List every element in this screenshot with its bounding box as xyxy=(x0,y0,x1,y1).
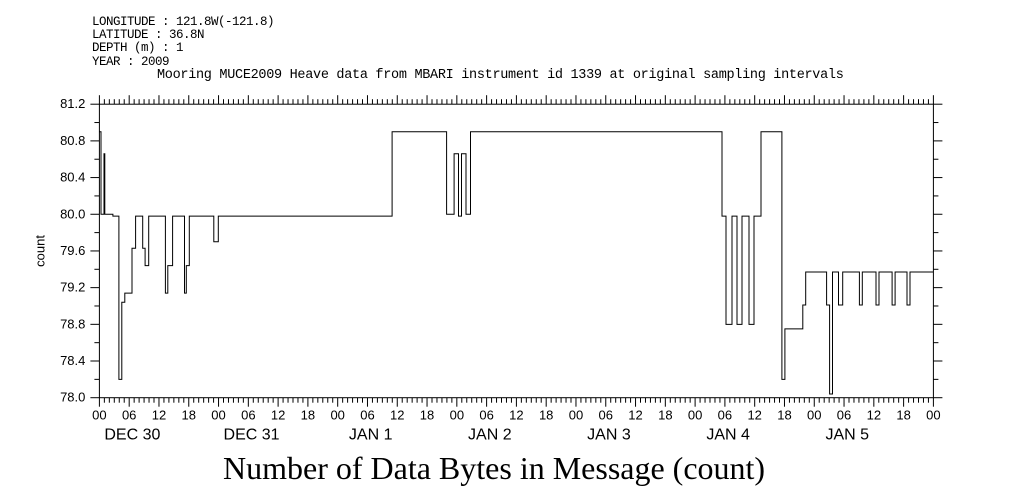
svg-text:06: 06 xyxy=(837,408,851,423)
svg-text:79.6: 79.6 xyxy=(60,243,85,258)
svg-text:80.4: 80.4 xyxy=(60,170,85,185)
svg-text:00: 00 xyxy=(569,408,583,423)
svg-text:06: 06 xyxy=(479,408,493,423)
svg-text:06: 06 xyxy=(122,408,136,423)
svg-text:JAN 2: JAN 2 xyxy=(468,427,512,444)
svg-text:79.2: 79.2 xyxy=(60,280,85,295)
svg-text:06: 06 xyxy=(360,408,374,423)
svg-text:JAN 3: JAN 3 xyxy=(587,427,631,444)
svg-text:80.0: 80.0 xyxy=(60,206,85,221)
svg-text:18: 18 xyxy=(182,408,196,423)
svg-text:81.2: 81.2 xyxy=(60,96,85,111)
svg-text:80.8: 80.8 xyxy=(60,133,85,148)
svg-text:DEC 30: DEC 30 xyxy=(104,427,160,444)
svg-text:00: 00 xyxy=(211,408,225,423)
svg-text:12: 12 xyxy=(390,408,404,423)
svg-text:78.4: 78.4 xyxy=(60,353,85,368)
svg-text:06: 06 xyxy=(241,408,255,423)
svg-text:JAN 1: JAN 1 xyxy=(349,427,393,444)
svg-text:12: 12 xyxy=(628,408,642,423)
svg-text:JAN 5: JAN 5 xyxy=(825,427,869,444)
svg-text:00: 00 xyxy=(926,408,940,423)
svg-text:18: 18 xyxy=(777,408,791,423)
svg-text:12: 12 xyxy=(271,408,285,423)
svg-text:06: 06 xyxy=(718,408,732,423)
svg-text:DEC 31: DEC 31 xyxy=(224,427,280,444)
svg-text:JAN 4: JAN 4 xyxy=(706,427,750,444)
svg-text:78.0: 78.0 xyxy=(60,390,85,405)
svg-text:18: 18 xyxy=(896,408,910,423)
svg-text:00: 00 xyxy=(92,408,106,423)
svg-text:18: 18 xyxy=(539,408,553,423)
svg-text:12: 12 xyxy=(152,408,166,423)
svg-text:18: 18 xyxy=(420,408,434,423)
svg-text:count: count xyxy=(32,235,47,267)
svg-text:12: 12 xyxy=(747,408,761,423)
svg-text:00: 00 xyxy=(450,408,464,423)
svg-text:00: 00 xyxy=(688,408,702,423)
svg-text:12: 12 xyxy=(509,408,523,423)
svg-text:12: 12 xyxy=(867,408,881,423)
svg-text:00: 00 xyxy=(330,408,344,423)
svg-text:00: 00 xyxy=(807,408,821,423)
svg-text:06: 06 xyxy=(599,408,613,423)
svg-text:18: 18 xyxy=(301,408,315,423)
svg-text:18: 18 xyxy=(658,408,672,423)
svg-text:78.8: 78.8 xyxy=(60,316,85,331)
